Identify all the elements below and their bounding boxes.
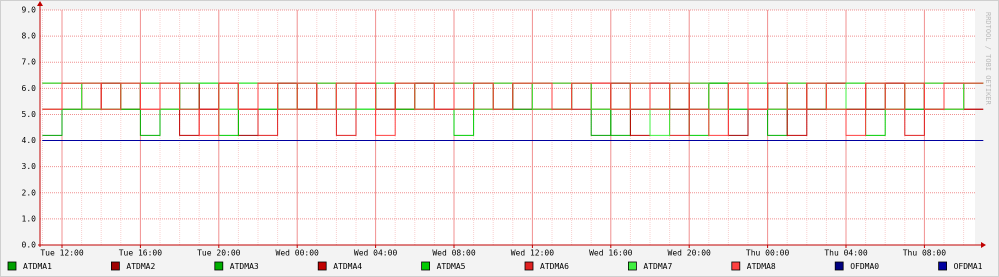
legend-label: OFDMA1 bbox=[954, 262, 983, 271]
x-tick-label: Wed 16:00 bbox=[589, 249, 633, 258]
legend-label: OFDMA0 bbox=[850, 262, 879, 271]
legend-swatch bbox=[524, 261, 534, 271]
y-tick-label: 5.0 bbox=[22, 110, 37, 119]
legend-swatch bbox=[421, 261, 431, 271]
legend-label: ATDMA1 bbox=[23, 262, 52, 271]
y-tick-label: 1.0 bbox=[22, 214, 37, 223]
x-tick-label: Wed 00:00 bbox=[276, 249, 320, 258]
watermark: RRDTOOL / TOBI OETIKER bbox=[984, 12, 992, 106]
y-tick-label: 4.0 bbox=[22, 136, 37, 145]
plot-area bbox=[40, 10, 975, 245]
legend-swatch bbox=[214, 261, 224, 271]
x-tick-label: Wed 20:00 bbox=[668, 249, 712, 258]
legend-label: ATDMA8 bbox=[747, 262, 776, 271]
x-axis-arrow bbox=[981, 242, 986, 248]
x-tick-label: Tue 20:00 bbox=[197, 249, 241, 258]
legend-swatch bbox=[834, 261, 844, 271]
legend-label: ATDMA3 bbox=[230, 262, 259, 271]
y-tick-label: 0.0 bbox=[22, 241, 37, 250]
legend-swatch bbox=[317, 261, 327, 271]
y-tick-label: 7.0 bbox=[22, 58, 37, 67]
legend-label: ATDMA7 bbox=[643, 262, 672, 271]
legend-swatch bbox=[628, 261, 637, 271]
legend-swatch bbox=[111, 261, 120, 271]
legend-label: ATDMA6 bbox=[540, 262, 569, 271]
x-tick-label: Wed 12:00 bbox=[511, 249, 555, 258]
y-tick-label: 3.0 bbox=[22, 162, 37, 171]
x-tick-label: Wed 08:00 bbox=[432, 249, 476, 258]
x-tick-label: Thu 04:00 bbox=[824, 249, 868, 258]
series-line bbox=[42, 82, 984, 136]
x-tick-label: Tue 12:00 bbox=[40, 249, 84, 258]
legend-swatch bbox=[938, 261, 947, 271]
y-axis-arrow bbox=[37, 1, 43, 6]
y-tick-label: 9.0 bbox=[22, 6, 37, 15]
legend-swatch bbox=[731, 261, 741, 271]
y-tick-label: 2.0 bbox=[22, 188, 37, 197]
y-tick-label: 8.0 bbox=[22, 32, 37, 41]
x-tick-label: Tue 16:00 bbox=[119, 249, 163, 258]
legend-swatch bbox=[7, 261, 17, 271]
legend-label: ATDMA4 bbox=[333, 262, 362, 271]
x-tick-label: Wed 04:00 bbox=[354, 249, 398, 258]
legend-label: ATDMA5 bbox=[437, 262, 466, 271]
x-tick-label: Thu 00:00 bbox=[746, 249, 790, 258]
legend-label: ATDMA2 bbox=[126, 262, 155, 271]
y-tick-label: 6.0 bbox=[22, 84, 37, 93]
x-tick-label: Thu 08:00 bbox=[903, 249, 947, 258]
